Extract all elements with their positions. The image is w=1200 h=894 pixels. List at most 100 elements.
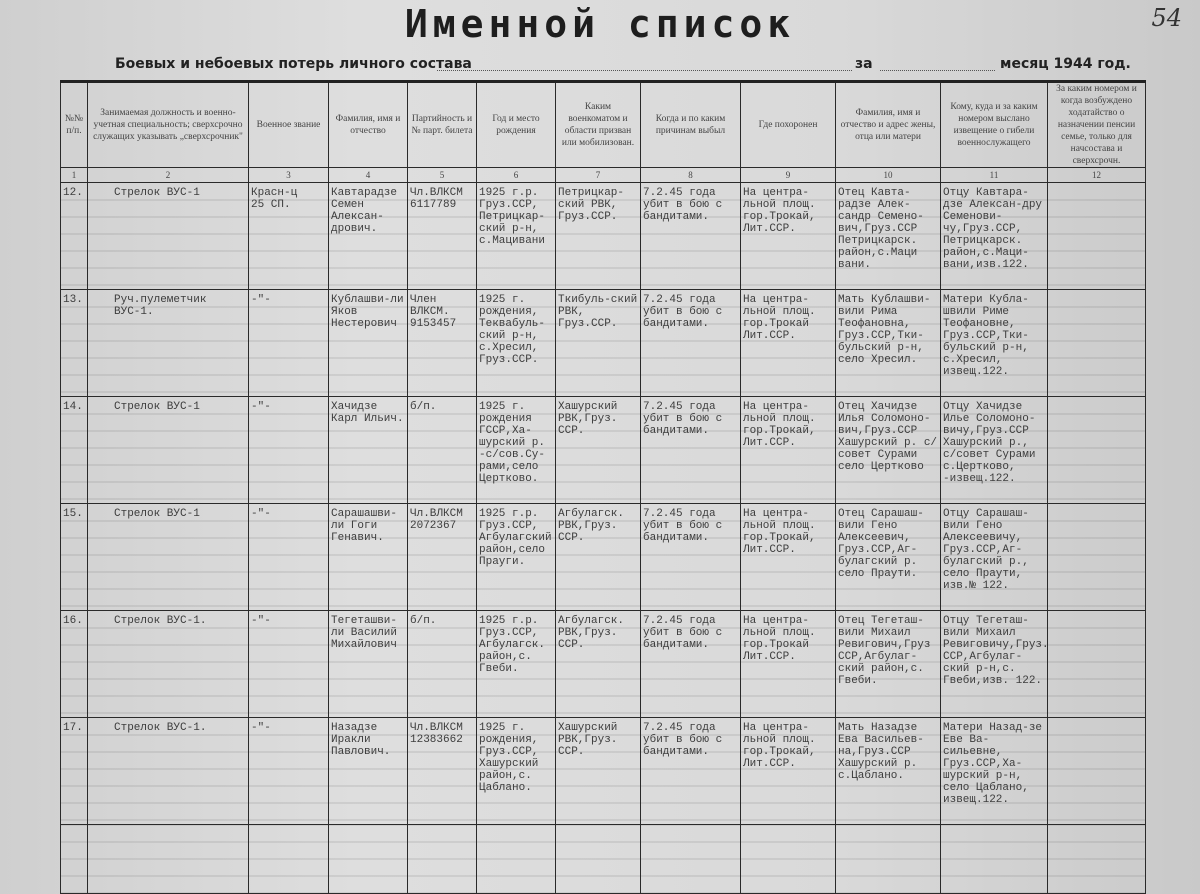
empty-cell <box>940 824 1048 894</box>
table-cell <box>1047 717 1146 825</box>
column-header: Военное звание <box>248 81 329 168</box>
table-cell: Назадзе Иракли Павлович. <box>328 717 408 825</box>
table-cell: Отцу Тегеташ-вили Михаил Ревиговичу,Груз… <box>940 610 1048 718</box>
column-header: Фамилия, имя и отчество <box>328 81 408 168</box>
table-cell <box>1047 396 1146 504</box>
column-number: 11 <box>940 167 1048 183</box>
column-header: Партийность и № парт. билета <box>407 81 477 168</box>
column-number: 4 <box>328 167 408 183</box>
table-cell: Отцу Сарашаш-вили Гено Алексеевичу, Груз… <box>940 503 1048 611</box>
table-cell: 1925 г. рождения, Теквабуль-ский р-н, с.… <box>476 289 556 397</box>
table-cell: -"- <box>248 396 329 504</box>
table-cell: Стрелок ВУС-1 <box>87 396 249 504</box>
casualty-list-table: №№ п/п. Занимаемая должность и военно-уче… <box>60 80 1146 894</box>
empty-cell <box>1047 824 1146 894</box>
table-cell <box>1047 182 1146 290</box>
column-number: 9 <box>740 167 836 183</box>
empty-cell <box>835 824 941 894</box>
table-cell: На центра-льной площ. гор.Трокай, Лит.СС… <box>740 182 836 290</box>
table-cell: Тегеташви-ли Василий Михайлович <box>328 610 408 718</box>
table-cell: 1925 г.р. Груз.ССР, Петрицкар-ский р-н, … <box>476 182 556 290</box>
subtitle-left: Боевых и небоевых потерь личного состава <box>115 56 472 72</box>
table-cell: Отец Тегеташ-вили Михаил Ревигович,Груз … <box>835 610 941 718</box>
table-row: 14. Стрелок ВУС-1 -"- Хачидзе Карл Ильич. б/… <box>60 396 1146 504</box>
table-cell: Хашурский РВК,Груз. ССР. <box>555 396 641 504</box>
table-cell: 1925 г.р. Груз.ССР, Агбулагск. район,с. … <box>476 610 556 718</box>
subtitle-za: за <box>855 56 873 72</box>
table-cell: Хашурский РВК,Груз. ССР. <box>555 717 641 825</box>
table-cell: Отцу Хачидзе Илье Соломоно-вичу,Груз.ССР… <box>940 396 1048 504</box>
table-cell: Чл.ВЛКСМ 6117789 <box>407 182 477 290</box>
table-cell: 15. <box>60 503 88 611</box>
table-cell: Чл.ВЛКСМ 2072367 <box>407 503 477 611</box>
header-row: №№ п/п. Занимаемая должность и военно-уче… <box>60 81 1146 168</box>
table-cell: Красн-ц 25 СП. <box>248 182 329 290</box>
table-cell: На центра-льной площ. гор.Трокай, Лит.СС… <box>740 503 836 611</box>
table-cell: Ткибуль-ский РВК, Груз.ССР. <box>555 289 641 397</box>
empty-cell <box>328 824 408 894</box>
column-header: №№ п/п. <box>60 81 88 168</box>
table-cell: На центра-льной площ. гор.Трокай, Лит.СС… <box>740 396 836 504</box>
column-header: Когда и по каким причинам выбыл <box>640 81 741 168</box>
table-cell: Кавтарадзе Семен Алексан-дрович. <box>328 182 408 290</box>
table-cell: 1925 г.р. Груз.ССР, Агбулагский район,се… <box>476 503 556 611</box>
column-header: Кому, куда и за каким номером выслано из… <box>940 81 1048 168</box>
table-cell: 1925 г. рождения ГССР,Ха-шурский р. -с/с… <box>476 396 556 504</box>
table-cell: -"- <box>248 610 329 718</box>
table-cell: Сарашашви-ли Гоги Генавич. <box>328 503 408 611</box>
table-cell: 14. <box>60 396 88 504</box>
column-header: Год и место рождения <box>476 81 556 168</box>
table-cell: Стрелок ВУС-1. <box>87 717 249 825</box>
table-cell: Отец Кавта-радзе Алек-сандр Семено-вич,Г… <box>835 182 941 290</box>
table-cell: 12. <box>60 182 88 290</box>
table-cell: Руч.пулеметчик ВУС-1. <box>87 289 249 397</box>
table-cell: Стрелок ВУС-1 <box>87 182 249 290</box>
column-number: 1 <box>60 167 88 183</box>
column-number: 2 <box>87 167 249 183</box>
column-number: 8 <box>640 167 741 183</box>
table-cell: Отец Сарашаш-вили Гено Алексеевич, Груз.… <box>835 503 941 611</box>
column-header: Занимаемая должность и военно-учетная сп… <box>87 81 249 168</box>
document-title: Именной список <box>404 2 796 46</box>
table-cell <box>1047 289 1146 397</box>
empty-cell <box>555 824 641 894</box>
table-cell <box>1047 610 1146 718</box>
table-row: 12. Стрелок ВУС-1 Красн-ц 25 СП. Кавтарадзе… <box>60 182 1146 290</box>
blank-field <box>437 70 852 71</box>
table-cell: 7.2.45 года убит в бою с бандитами. <box>640 717 741 825</box>
table-cell: 7.2.45 года убит в бою с бандитами. <box>640 396 741 504</box>
column-header: За каким номером и когда возбуждено хода… <box>1047 81 1146 168</box>
table-row: 17. Стрелок ВУС-1. -"- Назадзе Иракли Павло… <box>60 717 1146 825</box>
column-number: 10 <box>835 167 941 183</box>
table-cell: 7.2.45 года убит в бою с бандитами. <box>640 610 741 718</box>
column-number-row: 1 2 3 4 5 6 7 8 9 10 11 12 <box>60 167 1146 183</box>
page-number: 54 <box>1151 4 1182 32</box>
column-header: Фамилия, имя и отчество и адрес жены, от… <box>835 81 941 168</box>
table-cell: Матери Назад-зе Еве Ва-сильевне, Груз.СС… <box>940 717 1048 825</box>
table-cell: Чл.ВЛКСМ 12383662 <box>407 717 477 825</box>
table-cell: 17. <box>60 717 88 825</box>
table-cell: На центра-льной площ. гор.Трокай, Лит.СС… <box>740 717 836 825</box>
empty-cell <box>476 824 556 894</box>
table-cell: б/п. <box>407 396 477 504</box>
table-cell: Мать Назадзе Ева Васильев-на,Груз.ССР Ха… <box>835 717 941 825</box>
table-cell: -"- <box>248 717 329 825</box>
table-cell: Агбулагск. РВК,Груз. ССР. <box>555 503 641 611</box>
subtitle-line: Боевых и небоевых потерь личного состава… <box>115 56 1131 76</box>
table-cell: Кублашви-ли Яков Нестерович <box>328 289 408 397</box>
empty-row <box>60 824 1146 894</box>
empty-cell <box>740 824 836 894</box>
table-cell <box>1047 503 1146 611</box>
column-number: 5 <box>407 167 477 183</box>
table-cell: Петрицкар-ский РВК, Груз.ССР. <box>555 182 641 290</box>
table-cell: 13. <box>60 289 88 397</box>
table-cell: -"- <box>248 503 329 611</box>
blank-month-field <box>880 70 995 71</box>
table-cell: 7.2.45 года убит в бою с бандитами. <box>640 289 741 397</box>
column-number: 6 <box>476 167 556 183</box>
table-cell: -"- <box>248 289 329 397</box>
table-cell: Отцу Кавтара-дзе Алексан-дру Семенови-чу… <box>940 182 1048 290</box>
empty-cell <box>248 824 329 894</box>
table-cell: Мать Кублашви-вили Рима Теофановна, Груз… <box>835 289 941 397</box>
column-number: 7 <box>555 167 641 183</box>
